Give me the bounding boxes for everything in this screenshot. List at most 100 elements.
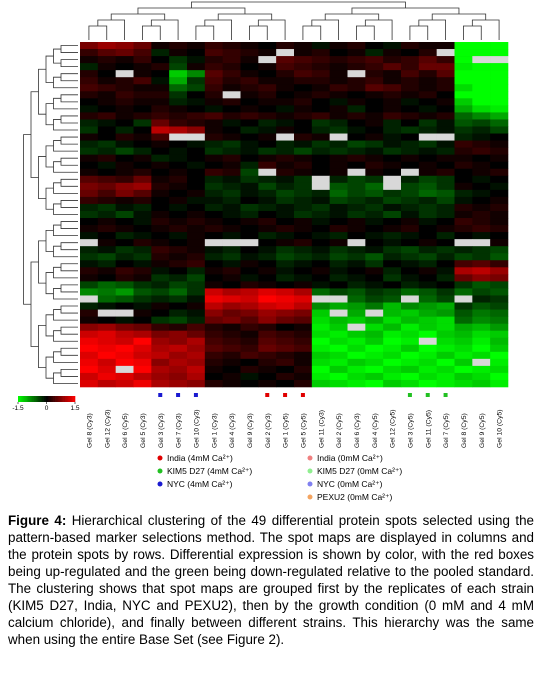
row-dendrogram	[60, 368, 78, 377]
heatmap-cell	[294, 337, 313, 346]
row-dendrogram	[45, 272, 54, 295]
heatmap-cell	[97, 91, 116, 99]
heatmap-cell	[365, 337, 384, 346]
missing-cell	[347, 323, 366, 331]
heatmap-cell	[151, 372, 170, 381]
heatmap-cell	[222, 77, 241, 85]
heatmap-cell	[418, 365, 437, 374]
legend-swatch	[307, 481, 313, 487]
heatmap-cell	[454, 288, 473, 296]
heatmap-cell	[204, 98, 223, 106]
heatmap-cell	[383, 133, 402, 141]
heatmap-cell	[311, 91, 330, 99]
heatmap-cell	[97, 112, 116, 120]
heatmap-cell	[365, 98, 384, 106]
colorbar-step	[49, 396, 52, 402]
heatmap-cell	[204, 84, 223, 92]
heatmap-cell	[472, 274, 491, 282]
heatmap-cell	[258, 316, 277, 324]
missing-cell	[472, 358, 491, 367]
heatmap-cell	[329, 84, 348, 92]
heatmap-cell	[276, 260, 295, 268]
heatmap-cell	[401, 98, 420, 106]
heatmap-cell	[97, 126, 116, 134]
heatmap-cell	[240, 372, 259, 381]
heatmap-cell	[276, 98, 295, 106]
row-dendrogram	[60, 59, 78, 68]
colorbar-step	[19, 396, 22, 402]
heatmap-cell	[383, 218, 402, 226]
row-dendrogram	[60, 45, 78, 53]
heatmap-cell	[240, 210, 259, 219]
heatmap-cell	[454, 274, 473, 282]
heatmap-cell	[80, 351, 99, 360]
heatmap-cell	[436, 246, 455, 254]
heatmap-cell	[329, 161, 348, 170]
heatmap-cell	[436, 225, 455, 233]
heatmap-cell	[222, 232, 241, 240]
heatmap-cell	[401, 154, 420, 162]
heatmap-cell	[222, 246, 241, 254]
heatmap-cell	[436, 365, 455, 374]
heatmap-cell	[240, 112, 259, 120]
heatmap-cell	[133, 168, 152, 177]
heatmap-cell	[258, 232, 277, 240]
heatmap-cell	[258, 295, 277, 303]
heatmap-cell	[418, 147, 437, 155]
heatmap-cell	[472, 295, 491, 303]
heatmap-cell	[80, 161, 99, 170]
heatmap-cell	[151, 295, 170, 303]
heatmap-cell	[133, 84, 152, 92]
heatmap-cell	[169, 196, 188, 205]
heatmap-cell	[258, 140, 277, 148]
heatmap-cell	[187, 295, 206, 303]
heatmap-cell	[80, 42, 99, 50]
colorbar-step	[40, 396, 43, 402]
heatmap-cell	[311, 274, 330, 282]
column-marker	[265, 393, 270, 397]
heatmap-cell	[436, 56, 455, 64]
colorbar-step	[57, 396, 60, 402]
heatmap-cell	[258, 344, 277, 353]
heatmap-cell	[240, 246, 259, 254]
heatmap-cell	[204, 147, 223, 155]
missing-cell	[454, 295, 473, 303]
heatmap-cell	[240, 260, 259, 268]
row-dendrogram	[60, 326, 78, 335]
heatmap-cell	[472, 182, 491, 191]
heatmap-cell	[365, 168, 384, 177]
heatmap-cell	[436, 154, 455, 162]
heatmap-cell	[80, 225, 99, 233]
heatmap-cell	[258, 91, 277, 99]
heatmap-cell	[169, 49, 188, 57]
colorbar-step	[52, 396, 54, 402]
heatmap-cell	[329, 56, 348, 64]
heatmap-cell	[187, 182, 206, 191]
column-label: Gel 2 (Cy3)	[265, 413, 272, 448]
heatmap-cell	[97, 154, 116, 162]
heatmap-cell	[311, 126, 330, 134]
heatmap-cell	[169, 77, 188, 85]
heatmap-cell	[187, 70, 206, 78]
heatmap-cell	[240, 84, 259, 92]
heatmap-cell	[472, 49, 491, 57]
heatmap-cell	[187, 309, 206, 317]
heatmap-cell	[401, 56, 420, 64]
heatmap-cell	[258, 147, 277, 155]
heatmap-cell	[97, 225, 116, 233]
heatmap-cell	[240, 56, 259, 64]
heatmap-cell	[311, 323, 330, 331]
heatmap-cell	[294, 372, 313, 381]
heatmap-cell	[258, 133, 277, 141]
heatmap-cell	[169, 98, 188, 106]
heatmap-cell	[133, 140, 152, 148]
heatmap-cell	[472, 175, 491, 184]
heatmap-cell	[401, 316, 420, 324]
heatmap-cell	[187, 77, 206, 85]
heatmap-cell	[204, 316, 223, 324]
heatmap-cell	[80, 203, 99, 212]
heatmap-cell	[151, 218, 170, 226]
column-marker	[407, 393, 412, 397]
heatmap-cell	[418, 105, 437, 113]
heatmap-cell	[222, 260, 241, 268]
